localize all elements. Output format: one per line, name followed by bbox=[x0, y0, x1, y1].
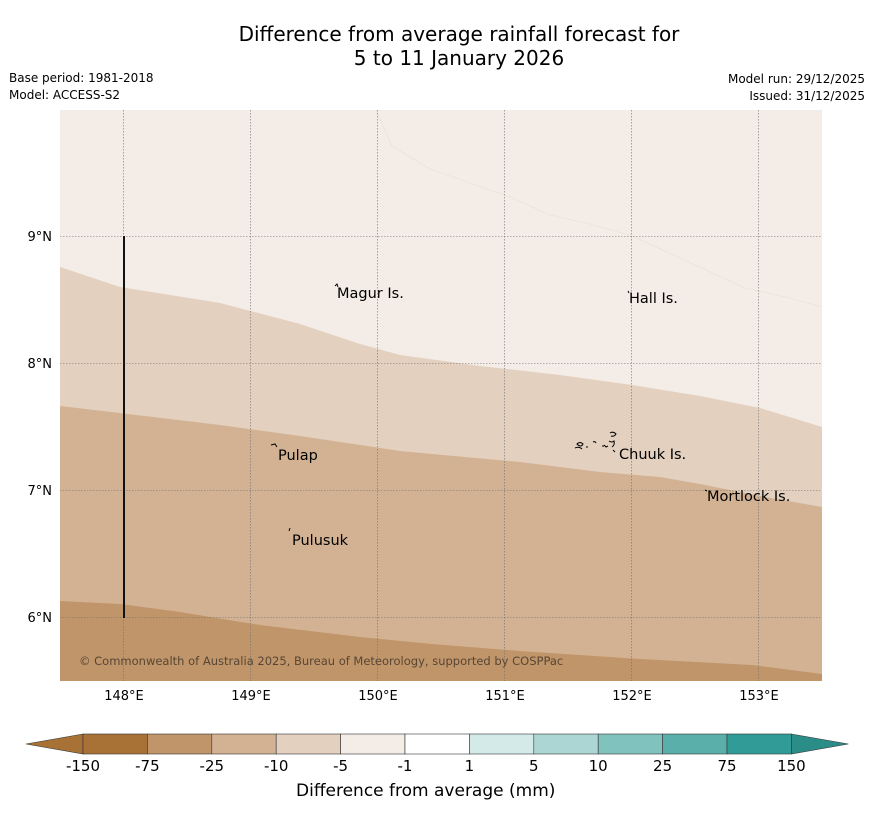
model-text: Model: ACCESS-S2 bbox=[9, 88, 121, 102]
base-period-text: Base period: 1981-2018 bbox=[9, 71, 154, 85]
legend-tick-label: 25 bbox=[653, 757, 672, 775]
legend-swatch bbox=[211, 733, 277, 755]
place-labels: Magur Is. Hall Is. Pulap Chuuk Is. Mortl… bbox=[278, 286, 790, 549]
legend-tick-label: -75 bbox=[135, 757, 160, 775]
gridlines bbox=[60, 110, 822, 681]
lon-tick-label: 148°E bbox=[104, 689, 144, 704]
legend-tick-label: -150 bbox=[66, 757, 100, 775]
lat-tick-label: 6°N bbox=[28, 611, 53, 626]
lat-tick-label: 7°N bbox=[28, 484, 53, 499]
legend-tick-labels: -150 -75 -25 -10 -5 -1 1 5 10 25 75 150 bbox=[66, 757, 806, 775]
lon-tick-label: 150°E bbox=[358, 689, 398, 704]
lon-tick-label: 152°E bbox=[612, 689, 652, 704]
lon-tick-label: 153°E bbox=[739, 689, 779, 704]
title-line-2: 5 to 11 January 2026 bbox=[353, 46, 565, 70]
island-chuuk-lagoon bbox=[574, 431, 617, 453]
contour-line bbox=[375, 110, 822, 308]
legend-swatch bbox=[340, 733, 406, 755]
legend-tick-label: -5 bbox=[333, 757, 348, 775]
legend-tick-label: 5 bbox=[529, 757, 539, 775]
legend-title: Difference from average (mm) bbox=[296, 781, 556, 801]
legend-swatch bbox=[597, 733, 663, 755]
band-minus150-minus75 bbox=[60, 601, 822, 681]
title-line-1: Difference from average rainfall forecas… bbox=[238, 22, 680, 46]
island-pulusuk bbox=[288, 527, 291, 532]
lon-tick-label: 149°E bbox=[231, 689, 271, 704]
model-info: Base period: 1981-2018 Model: ACCESS-S2 bbox=[9, 70, 154, 104]
lon-tick-labels: 148°E 149°E 150°E 151°E 152°E 153°E bbox=[104, 689, 779, 704]
place-label: Pulap bbox=[278, 448, 318, 464]
lat-tick-label: 9°N bbox=[28, 230, 53, 245]
island-shapes bbox=[270, 283, 708, 532]
chart-title: Difference from average rainfall forecas… bbox=[0, 22, 873, 70]
legend-swatch bbox=[82, 733, 148, 755]
legend-swatch bbox=[404, 733, 470, 755]
island-magur bbox=[334, 283, 339, 288]
legend-tick-label: -1 bbox=[398, 757, 413, 775]
legend-tick-label: -10 bbox=[264, 757, 289, 775]
place-label: Chuuk Is. bbox=[619, 447, 686, 463]
lat-tick-labels: 9°N 8°N 7°N 6°N bbox=[28, 230, 53, 626]
legend-extend-low bbox=[25, 733, 84, 755]
legend-tick-label: 1 bbox=[465, 757, 475, 775]
legend-swatch bbox=[147, 733, 213, 755]
lon-tick-label: 151°E bbox=[485, 689, 525, 704]
island-hall bbox=[627, 290, 630, 294]
legend-swatch bbox=[275, 733, 341, 755]
issued-text: Issued: 31/12/2025 bbox=[749, 89, 865, 103]
lat-tick-label: 8°N bbox=[28, 357, 53, 372]
place-label: Mortlock Is. bbox=[707, 489, 790, 505]
run-info: Model run: 29/12/2025 Issued: 31/12/2025 bbox=[728, 71, 865, 105]
legend-swatch bbox=[533, 733, 599, 755]
copyright-text: © Commonwealth of Australia 2025, Bureau… bbox=[79, 654, 563, 668]
legend-extend-high bbox=[791, 733, 849, 755]
island-mortlock bbox=[704, 489, 708, 492]
legend-tick-label: 150 bbox=[777, 757, 806, 775]
legend-tick-label: 75 bbox=[717, 757, 736, 775]
legend-swatch bbox=[726, 733, 792, 755]
place-label: Hall Is. bbox=[629, 291, 678, 307]
model-run-text: Model run: 29/12/2025 bbox=[727, 72, 865, 86]
legend-colorbar bbox=[25, 733, 849, 755]
legend-tick-label: 10 bbox=[589, 757, 608, 775]
place-label: Magur Is. bbox=[337, 286, 404, 302]
place-label: Pulusuk bbox=[292, 533, 349, 549]
legend-tick-label: -25 bbox=[200, 757, 225, 775]
map-area: Magur Is. Hall Is. Pulap Chuuk Is. Mortl… bbox=[60, 110, 822, 681]
legend-swatch bbox=[662, 733, 728, 755]
legend-swatch bbox=[469, 733, 535, 755]
island-pulap bbox=[270, 443, 278, 448]
